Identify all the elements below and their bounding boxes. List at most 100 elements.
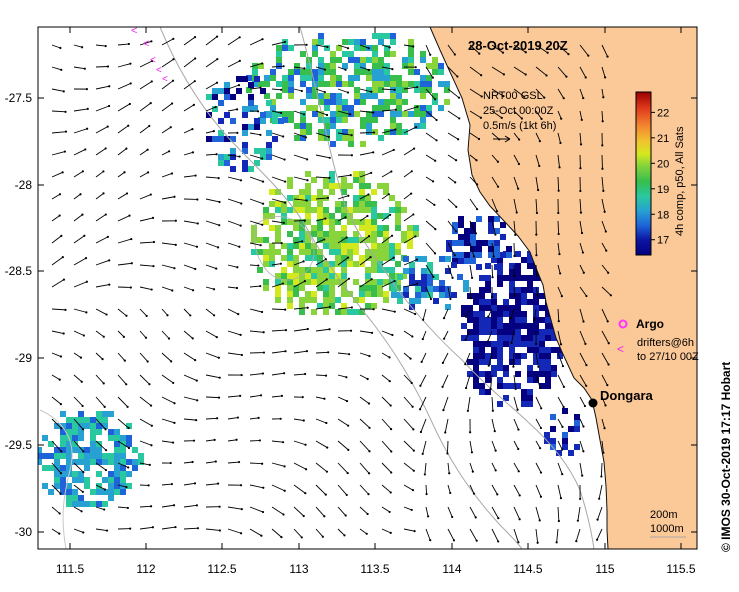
current-vector <box>205 242 219 248</box>
sst-pixel <box>330 51 336 57</box>
current-vector-head <box>81 490 84 493</box>
sst-pixel <box>102 477 108 483</box>
current-vector-head <box>60 234 63 238</box>
sst-pixel <box>341 189 347 195</box>
sst-pixel <box>305 219 311 225</box>
sst-pixel <box>497 305 503 311</box>
current-vector <box>139 505 152 508</box>
current-vector <box>381 374 391 382</box>
current-vector <box>535 418 542 429</box>
sst-pixel <box>389 207 395 213</box>
current-vector <box>249 394 262 398</box>
sst-pixel <box>458 252 464 258</box>
current-vector <box>359 506 368 515</box>
current-vector <box>425 110 437 121</box>
current-vector <box>183 308 191 316</box>
sst-pixel <box>329 297 335 303</box>
sst-pixel <box>293 267 299 273</box>
sst-pixel <box>485 323 491 329</box>
sst-pixel <box>377 231 383 237</box>
sst-pixel <box>396 129 402 135</box>
current-vector <box>161 396 175 404</box>
current-vector <box>73 528 84 533</box>
current-vector <box>271 198 286 204</box>
sst-pixel <box>311 243 317 249</box>
sst-pixel <box>348 57 354 63</box>
sst-pixel <box>90 441 96 447</box>
current-vector-head <box>174 243 177 246</box>
current-vector <box>227 330 241 336</box>
current-vector-head <box>493 430 496 433</box>
sst-pixel <box>348 75 354 81</box>
sst-pixel <box>383 231 389 237</box>
x-tick-label: 113.5 <box>360 562 389 576</box>
place-label: Dongara <box>600 388 654 403</box>
current-vector <box>447 154 457 161</box>
current-vector <box>337 66 346 71</box>
current-vector-head <box>126 506 129 510</box>
current-vector <box>337 418 349 427</box>
sst-pixel <box>293 243 299 249</box>
current-vector-head <box>582 320 585 323</box>
sst-pixel <box>96 447 102 453</box>
current-vector-head <box>106 235 109 238</box>
sst-pixel <box>545 371 551 377</box>
sst-pixel <box>66 489 72 495</box>
current-vector <box>271 440 284 443</box>
current-vector <box>425 242 436 254</box>
current-vector <box>491 154 499 163</box>
current-vector-head <box>469 431 472 434</box>
current-vector-head <box>196 399 199 402</box>
sst-pixel <box>503 395 509 401</box>
sst-pixel <box>120 465 126 471</box>
sst-pixel <box>275 285 281 291</box>
current-vector-head <box>605 249 608 252</box>
sst-pixel <box>397 298 403 304</box>
drifter-legend-line2: to 27/10 00Z <box>637 351 699 363</box>
sst-pixel <box>533 287 539 293</box>
sst-pixel <box>336 57 342 63</box>
current-vector-head <box>170 172 174 175</box>
sst-pixel <box>473 335 479 341</box>
sst-pixel <box>479 323 485 329</box>
current-vector <box>535 462 542 473</box>
sst-pixel <box>218 100 224 106</box>
sst-pixel <box>300 81 306 87</box>
current-vector <box>249 373 263 376</box>
sst-pixel <box>275 231 281 237</box>
current-vector-head <box>582 425 585 428</box>
current-vector-head <box>600 475 603 478</box>
sst-pixel <box>270 105 276 111</box>
sst-pixel <box>224 82 230 88</box>
sst-pixel <box>461 335 467 341</box>
sst-pixel <box>305 171 311 177</box>
current-vector <box>227 108 238 112</box>
current-vector-head <box>477 137 481 141</box>
sst-pixel <box>359 225 365 231</box>
current-vector <box>205 330 218 338</box>
sst-pixel <box>372 63 378 69</box>
current-vector <box>490 374 493 389</box>
sst-pixel <box>473 383 479 389</box>
current-vector <box>315 279 328 288</box>
sst-pixel <box>515 317 521 323</box>
sst-pixel <box>299 303 305 309</box>
sst-pixel <box>432 63 438 69</box>
sst-pixel <box>330 117 336 123</box>
sst-pixel <box>473 341 479 347</box>
sst-pixel <box>457 274 463 280</box>
current-vector <box>117 63 131 68</box>
current-vector <box>337 374 347 378</box>
sst-pixel <box>521 323 527 329</box>
isobath-legend-1000m: 1000m <box>650 523 684 535</box>
current-vector <box>73 374 83 383</box>
sst-pixel <box>263 237 269 243</box>
sst-pixel <box>458 258 464 264</box>
sst-pixel <box>260 88 266 94</box>
sst-pixel <box>488 252 494 258</box>
current-vector-head <box>434 159 437 162</box>
sst-pixel <box>248 94 254 100</box>
current-vector-head <box>446 452 449 455</box>
sst-pixel <box>90 429 96 435</box>
current-vector <box>579 286 587 297</box>
